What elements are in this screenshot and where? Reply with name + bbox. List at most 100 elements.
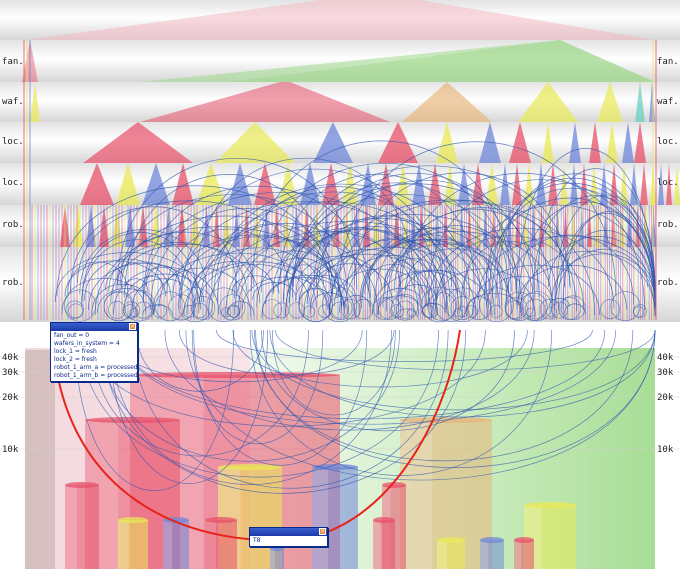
subtree-triangle [597,82,623,122]
transition-arc [91,283,155,315]
self-loop [521,291,552,322]
subtree-triangle [313,122,353,163]
close-icon[interactable]: × [319,528,326,535]
self-loop [321,287,357,323]
transition-arc [141,275,164,289]
self-loop [108,301,126,319]
transition-arc [548,236,648,288]
self-loop [450,296,475,320]
subtree-triangle [548,163,558,205]
transition-arc [288,214,534,303]
transition-arc [405,248,503,291]
bar-cap [480,537,504,543]
state-line: robot_1_arm_a = processed [54,364,138,371]
bar-shine [65,485,77,569]
popup-title-bar[interactable]: × [250,528,327,536]
lane-label-right: rob. [657,220,679,230]
subtree-triangle [560,163,568,205]
self-loop [453,308,463,317]
transition-arc [463,240,557,295]
transition-arc [97,288,156,313]
subtree-triangle [80,163,114,205]
lane-label-left: rob. [2,220,24,230]
subtree-triangle [436,122,458,163]
subtree-triangle [196,163,226,205]
histogram-bar [514,540,534,569]
state-line: wafers_in_system = 4 [54,340,120,347]
self-loop [191,296,216,320]
transition-arc [346,237,445,290]
lane-label-right: rob. [657,278,679,288]
self-loop [64,289,97,322]
axis-labels: fan. fan. waf. waf. loc. loc. loc. loc. rob. rob.… [2,57,679,455]
subtree-triangle [509,122,531,163]
transition-arc [554,230,656,307]
popup-title-bar[interactable]: × [51,323,137,331]
subtree-triangle [658,163,664,205]
subtree-triangle [363,205,370,247]
bar-cap [218,464,282,470]
transition-arc [516,265,627,310]
bar-shine [163,520,173,569]
bar-cap [65,482,99,488]
transition-arc [74,329,235,491]
subtree-triangle [674,163,680,205]
transition-arc [108,242,247,292]
transition-arc [81,239,194,306]
subtree-triangle [378,122,418,163]
transition-arc [556,194,656,286]
transition-arc [548,298,570,307]
close-icon[interactable]: × [129,323,136,330]
bar-cap [382,482,406,488]
subtree-triangle [536,163,546,205]
transition-arc [234,186,438,299]
self-loop [524,298,546,320]
self-loop [372,297,396,320]
self-loop [519,292,548,321]
subtree-triangle [230,40,655,82]
y-tick-right: 40k [657,353,674,363]
self-loop [560,295,586,321]
histogram-bar [437,540,465,569]
subtree-triangle [569,122,581,163]
subtree-triangle [428,163,442,205]
self-loop [273,302,290,319]
transition-arc [460,204,656,311]
state-info-popup[interactable]: × fan_out = 0 wafers_in_system = 4 lock_… [50,322,138,382]
subtree-triangle [172,163,194,205]
y-tick-right: 20k [657,393,674,403]
transition-arc [237,250,350,316]
self-loop [152,304,167,318]
subtree-triangle [630,163,638,205]
transition-arc [109,329,392,485]
transition-arc [119,329,606,420]
bar-shine [118,520,129,569]
subtree-triangle [116,163,140,205]
transition-arc [383,258,443,287]
self-loop [206,287,242,323]
self-loop [390,304,404,318]
self-loop [219,294,246,321]
self-loop [122,301,140,319]
self-loop [303,305,316,318]
transition-arc [234,230,419,315]
self-loop [489,304,503,318]
y-tick-left: 40k [2,353,19,363]
transition-arc [485,182,656,292]
bar-shine [205,520,217,569]
subtree-triangle [140,82,390,122]
lane-label-left: loc. [2,178,24,188]
self-loop [328,296,353,320]
subtree-triangle [570,163,578,205]
subtree-triangle [542,122,554,163]
histogram-bar [373,520,395,569]
subtree-triangle [402,82,492,122]
histogram-bars [65,372,576,569]
transition-arc [269,329,656,418]
y-tick-left: 10k [2,445,19,455]
subtree-triangle [500,163,510,205]
histogram-bar [312,467,358,569]
self-loop [434,288,468,322]
y-tick-right: 30k [657,368,674,378]
target-popup[interactable]: × T8 [249,527,328,547]
